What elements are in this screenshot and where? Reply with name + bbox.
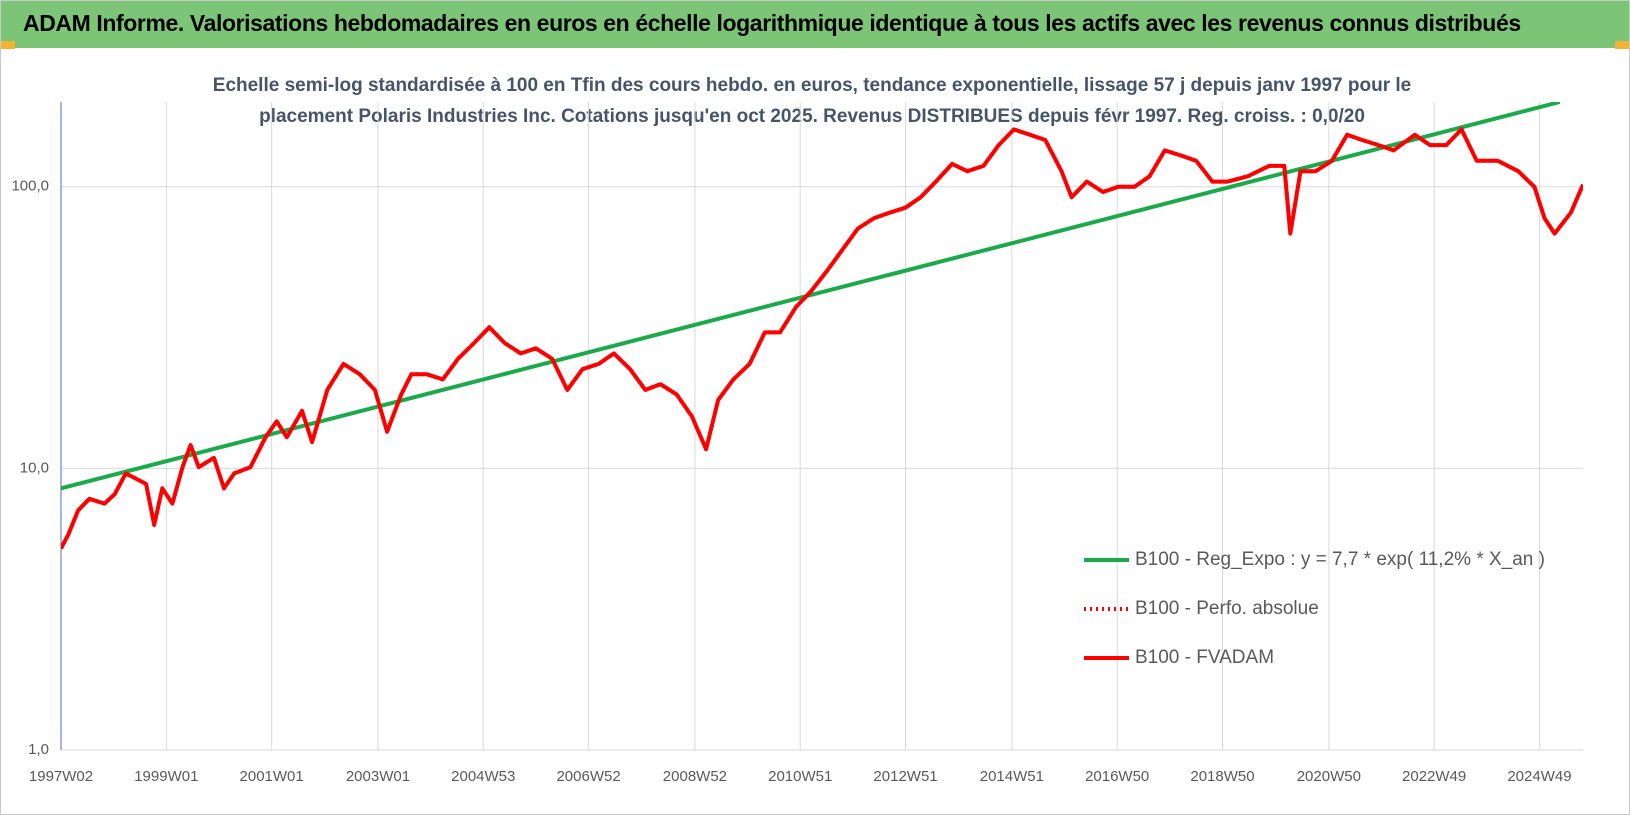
x-tick-label: 2008W52: [663, 768, 727, 785]
title-bar: ADAM Informe. Valorisations hebdomadaire…: [1, 1, 1629, 48]
x-tick-label: 2004W53: [451, 768, 515, 785]
legend-label: B100 - FVADAM: [1135, 647, 1274, 668]
legend-label: B100 - Perfo. absolue: [1135, 598, 1319, 619]
series-line: [61, 127, 1583, 550]
series-line: [61, 127, 1583, 550]
x-tick-label: 1997W02: [29, 768, 93, 785]
x-tick-label: 2020W50: [1297, 768, 1361, 785]
x-tick-label: 2022W49: [1402, 768, 1466, 785]
chart-title: ADAM Informe. Valorisations hebdomadaire…: [23, 10, 1521, 36]
x-tick-label: 2012W51: [873, 768, 937, 785]
x-tick-label: 1999W01: [134, 768, 198, 785]
chart-subtitle: Echelle semi-log standardisée à 100 en T…: [213, 75, 1411, 96]
corner-mark: [1615, 41, 1629, 49]
legend-label: B100 - Reg_Expo : y = 7,7 * exp( 11,2% *…: [1135, 549, 1545, 570]
series-line: [61, 102, 1561, 491]
x-tick-label: 2010W51: [768, 768, 832, 785]
y-tick-label: 1,0: [28, 741, 49, 758]
y-tick-label: 10,0: [20, 459, 49, 476]
x-tick-label: 2006W52: [556, 768, 620, 785]
x-tick-label: 2016W50: [1085, 768, 1149, 785]
x-tick-label: 2024W49: [1507, 768, 1571, 785]
y-tick-label: 100,0: [11, 178, 49, 195]
corner-mark: [1, 41, 15, 49]
x-tick-label: 2003W01: [346, 768, 410, 785]
chart-subtitle: placement Polaris Industries Inc. Cotati…: [259, 106, 1365, 127]
x-tick-label: 2001W01: [240, 768, 304, 785]
x-tick-label: 2014W51: [980, 768, 1044, 785]
x-tick-label: 2018W50: [1190, 768, 1254, 785]
